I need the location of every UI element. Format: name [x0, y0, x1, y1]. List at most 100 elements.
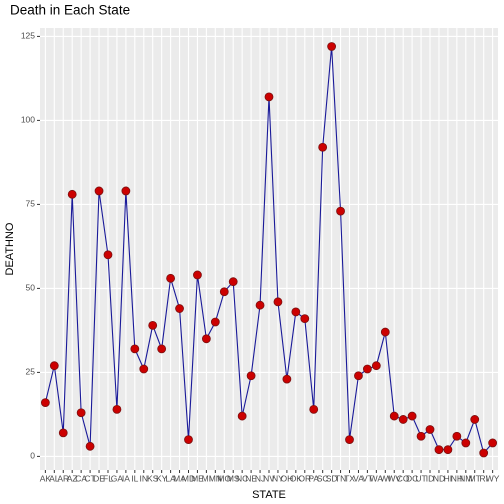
- point: [94, 186, 104, 196]
- point: [362, 364, 372, 374]
- point: [389, 411, 399, 421]
- x-tick-label: MS: [227, 473, 240, 483]
- x-tick-label: LA: [165, 473, 176, 483]
- x-tick-label: NV: [263, 473, 275, 483]
- point: [219, 287, 229, 297]
- point: [479, 448, 489, 458]
- point: [407, 411, 417, 421]
- x-tick-label: ID: [426, 473, 435, 483]
- point: [201, 334, 211, 344]
- x-tick-label: GA: [111, 473, 124, 483]
- x-tick-label: KS: [147, 473, 159, 483]
- x-tick-label: CT: [84, 473, 95, 483]
- x-tick-label: IL: [131, 473, 138, 483]
- x-tick-label: MD: [182, 473, 195, 483]
- x-tick-label: MN: [209, 473, 222, 483]
- x-tick-label: SD: [326, 473, 338, 483]
- point: [49, 361, 59, 371]
- x-tick-label: TX: [344, 473, 355, 483]
- point: [434, 445, 444, 455]
- chart-title: Death in Each State: [10, 3, 130, 18]
- point: [452, 431, 462, 441]
- y-tick-label: 75: [26, 199, 36, 209]
- point: [210, 317, 220, 327]
- point: [443, 445, 453, 455]
- x-tick-label: NM: [459, 473, 472, 483]
- x-tick-label: OK: [290, 473, 303, 483]
- y-tick-label: 0: [30, 451, 35, 461]
- point: [112, 404, 122, 414]
- point: [425, 425, 435, 434]
- x-tick-label: MO: [217, 473, 231, 483]
- point: [255, 300, 265, 310]
- point: [416, 431, 426, 441]
- x-tick-label: OH: [281, 473, 294, 483]
- point: [354, 371, 363, 381]
- x-tick-label: CA: [75, 473, 87, 483]
- x-axis-title: STATE: [252, 489, 286, 501]
- point: [130, 344, 140, 354]
- point: [193, 270, 202, 280]
- point: [67, 189, 77, 199]
- x-tick-label: AZ: [67, 473, 78, 483]
- x-tick-label: CO: [397, 473, 410, 483]
- y-tick-label: 50: [26, 283, 36, 293]
- x-tick-label: ME: [191, 473, 204, 483]
- point: [264, 92, 274, 102]
- x-tick-label: SC: [317, 473, 329, 483]
- point: [461, 438, 471, 448]
- x-tick-label: FL: [103, 473, 113, 483]
- x-tick-label: TN: [335, 473, 346, 483]
- point: [291, 307, 301, 317]
- point: [246, 371, 256, 381]
- point: [327, 42, 337, 51]
- x-tick-label: OR: [298, 473, 311, 483]
- x-tick-label: IA: [122, 473, 130, 483]
- x-tick-label: DE: [93, 473, 105, 483]
- x-tick-label: PA: [308, 473, 319, 483]
- x-tick-label: KY: [156, 473, 168, 483]
- point: [309, 404, 319, 414]
- x-tick-label: HI: [444, 473, 453, 483]
- x-tick-label: NJ: [255, 473, 265, 483]
- x-tick-label: AK: [40, 473, 52, 483]
- x-tick-label: MA: [173, 473, 186, 483]
- point: [336, 206, 345, 216]
- point: [184, 435, 193, 444]
- point: [318, 142, 328, 152]
- x-tick-label: IN: [140, 473, 149, 483]
- x-tick-label: RI: [479, 473, 488, 483]
- point: [371, 361, 381, 371]
- point: [273, 297, 283, 307]
- x-tick-label: NC: [236, 473, 248, 483]
- point: [148, 320, 158, 330]
- point: [166, 273, 176, 283]
- x-tick-label: ND: [433, 473, 445, 483]
- point: [85, 441, 95, 451]
- point: [282, 374, 292, 384]
- x-tick-label: AR: [57, 473, 69, 483]
- x-tick-label: AL: [49, 473, 60, 483]
- x-tick-label: WA: [370, 473, 384, 483]
- point: [175, 304, 184, 313]
- point: [398, 415, 408, 424]
- y-tick-label: 100: [21, 115, 35, 125]
- x-tick-label: NE: [245, 473, 257, 483]
- point: [470, 415, 480, 424]
- point: [76, 408, 86, 418]
- point: [139, 364, 149, 374]
- x-tick-label: NH: [451, 473, 463, 483]
- y-tick-label: 25: [26, 367, 36, 377]
- x-tick-label: WI: [380, 473, 390, 483]
- x-tick-label: WV: [387, 473, 401, 483]
- point: [237, 411, 247, 421]
- x-tick-label: MI: [202, 473, 211, 483]
- x-tick-label: UT: [415, 473, 426, 483]
- x-tick-label: WY: [486, 473, 500, 483]
- point: [488, 438, 498, 448]
- x-tick-label: VT: [362, 473, 373, 483]
- x-tick-label: DC: [406, 473, 418, 483]
- x-tick-label: VA: [353, 473, 364, 483]
- point: [157, 344, 167, 354]
